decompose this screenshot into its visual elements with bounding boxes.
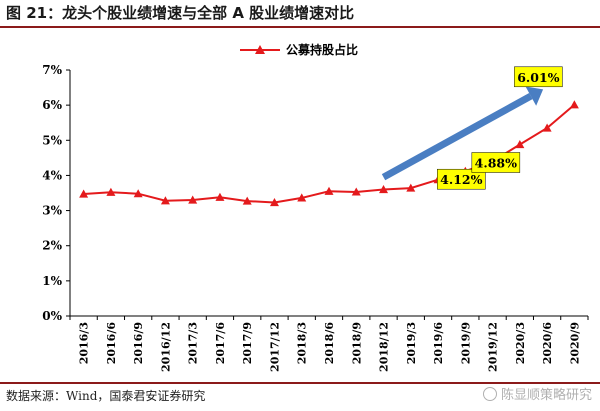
data-point <box>215 192 225 201</box>
y-tick-label: 1% <box>42 274 62 288</box>
x-tick-label: 2018/3 <box>296 322 309 364</box>
x-tick-label: 2017/12 <box>268 322 281 372</box>
x-tick-label: 2018/6 <box>323 322 336 365</box>
y-tick-label: 0% <box>42 309 62 323</box>
callout-label: 4.12% <box>440 172 482 187</box>
x-tick-label: 2016/12 <box>159 322 172 372</box>
x-tick-label: 2020/9 <box>568 322 581 364</box>
data-point <box>379 184 389 194</box>
watermark-text: 陈显顺策略研究 <box>500 388 592 403</box>
data-point <box>569 100 579 109</box>
x-tick-label: 2017/3 <box>187 322 200 364</box>
data-point <box>297 193 307 202</box>
data-point <box>133 189 143 198</box>
data-point <box>106 187 116 196</box>
x-tick-label: 2019/6 <box>432 322 445 365</box>
x-tick-label: 2018/12 <box>378 322 391 372</box>
y-tick-label: 3% <box>42 204 62 218</box>
data-point <box>515 140 525 149</box>
line-chart: 0% 1% 2% 3% 4% 5% 6% 7% 2016/3 2016/6 2016/9 2016/1… <box>42 42 589 372</box>
x-tick-label: 2019/3 <box>405 322 418 364</box>
callout-box <box>437 168 486 190</box>
data-point <box>242 196 252 205</box>
data-point <box>542 123 552 132</box>
data-point <box>160 196 170 205</box>
callout-label: 6.01% <box>517 70 559 85</box>
source-note: 数据来源：Wind，国泰君安证券研究 <box>6 389 206 403</box>
data-point <box>79 189 89 198</box>
y-tick-label: 5% <box>42 133 62 147</box>
trend-arrow-shaft <box>381 93 533 181</box>
data-point <box>324 186 334 195</box>
x-tick-label: 2020/3 <box>514 322 527 364</box>
x-tick-label: 2020/6 <box>541 322 554 365</box>
legend-label: 公募持股占比 <box>286 42 358 57</box>
data-point <box>269 197 279 207</box>
x-tick-label: 2017/9 <box>241 322 254 364</box>
watermark: 陈显顺策略研究 <box>482 384 592 403</box>
y-tick-label: 4% <box>42 168 62 182</box>
legend-marker <box>255 45 265 54</box>
x-tick-label: 2018/9 <box>350 322 363 364</box>
trend-arrow-head <box>525 86 544 106</box>
x-tick-label: 2016/3 <box>78 322 91 364</box>
callout-box <box>471 152 521 173</box>
data-point <box>406 183 416 192</box>
y-tick-label: 2% <box>42 239 62 253</box>
y-tick-label: 6% <box>42 98 62 112</box>
figure-title: 图 21：龙头个股业绩增速与全部 A 股业绩增速对比 <box>0 0 600 28</box>
x-tick-label: 2019/9 <box>459 322 472 364</box>
data-point <box>188 195 198 204</box>
data-point <box>351 187 361 196</box>
x-tick-label: 2019/12 <box>487 322 500 372</box>
x-tick-label: 2017/6 <box>214 322 227 365</box>
source-divider <box>0 382 600 384</box>
wechat-icon <box>482 387 497 401</box>
callout-box <box>514 66 563 88</box>
x-tick-label: 2016/6 <box>105 322 118 365</box>
callout-label: 4.88% <box>475 156 517 171</box>
y-tick-label: 7% <box>42 63 62 77</box>
x-tick-label: 2016/9 <box>132 322 145 364</box>
